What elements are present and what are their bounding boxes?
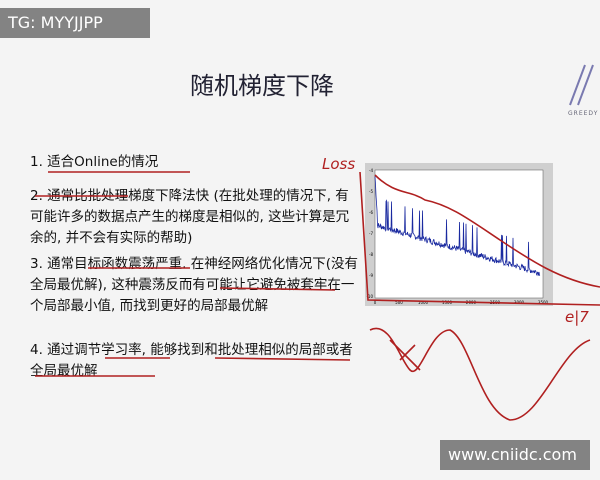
watermark-top: TG: MYYJJPP <box>0 8 150 38</box>
y-tick-label: -10 <box>366 294 373 299</box>
x-tick-label: 3500 <box>538 300 549 305</box>
x-tick-label: 1000 <box>418 300 429 305</box>
x-axis-annotation: e|7 <box>565 308 589 326</box>
y-tick-label: -4 <box>369 168 373 173</box>
y-tick-label: -9 <box>369 273 373 278</box>
watermark-bottom: www.cniidc.com <box>440 440 590 470</box>
list-item: 4. 通过调节学习率, 能够找到和批处理相似的局部或者全局最优解 <box>30 342 353 379</box>
list-item: 2. 通常比批处理梯度下降法快 (在批处理的情况下, 有可能许多的数据点产生的梯… <box>30 188 350 246</box>
y-tick-label: -8 <box>369 252 373 257</box>
slide-title: 随机梯度下降 <box>190 72 334 100</box>
x-tick-label: 500 <box>395 300 403 305</box>
y-tick-label: -6 <box>369 210 373 215</box>
x-tick-label: 0 <box>374 300 377 305</box>
logo-icon <box>569 64 594 106</box>
logo-text: GREEDY <box>568 110 599 117</box>
y-tick-label: -7 <box>369 231 373 236</box>
list-item: 1. 适合Online的情况 <box>30 154 159 170</box>
list-item: 3. 通常目标函数震荡严重. 在神经网络优化情况下(没有全局最优解), 这种震荡… <box>30 256 359 314</box>
sgd-loss-line <box>374 176 541 277</box>
loss-annotation: Loss <box>322 155 356 173</box>
y-tick-label: -5 <box>369 189 373 194</box>
